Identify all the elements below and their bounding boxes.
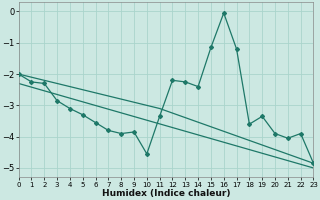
X-axis label: Humidex (Indice chaleur): Humidex (Indice chaleur) (102, 189, 230, 198)
